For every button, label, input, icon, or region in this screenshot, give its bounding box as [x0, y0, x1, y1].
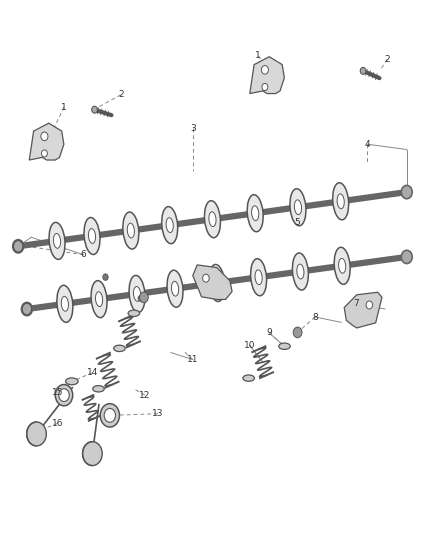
- Text: 10: 10: [244, 341, 255, 350]
- Ellipse shape: [13, 240, 23, 252]
- Ellipse shape: [82, 442, 102, 466]
- Polygon shape: [250, 56, 284, 94]
- Ellipse shape: [333, 183, 349, 220]
- Ellipse shape: [41, 132, 48, 141]
- Ellipse shape: [21, 302, 32, 316]
- Ellipse shape: [262, 83, 268, 91]
- Ellipse shape: [209, 264, 225, 302]
- Ellipse shape: [251, 259, 267, 296]
- Ellipse shape: [134, 287, 141, 301]
- Ellipse shape: [255, 270, 262, 285]
- Ellipse shape: [279, 343, 290, 350]
- Ellipse shape: [167, 270, 183, 307]
- Ellipse shape: [103, 274, 108, 280]
- Text: 16: 16: [52, 419, 63, 428]
- Text: 1: 1: [61, 102, 67, 111]
- Ellipse shape: [166, 218, 173, 232]
- Text: 6: 6: [81, 251, 87, 260]
- Ellipse shape: [27, 422, 46, 446]
- Ellipse shape: [123, 212, 139, 249]
- Ellipse shape: [360, 67, 366, 74]
- Text: 12: 12: [139, 391, 151, 400]
- Ellipse shape: [366, 301, 373, 309]
- Ellipse shape: [261, 66, 268, 74]
- Text: 5: 5: [295, 219, 300, 228]
- Ellipse shape: [129, 276, 145, 312]
- Text: 7: 7: [353, 299, 360, 308]
- Ellipse shape: [42, 150, 47, 157]
- Ellipse shape: [93, 385, 104, 392]
- Ellipse shape: [59, 389, 69, 401]
- Ellipse shape: [293, 253, 308, 290]
- Ellipse shape: [66, 378, 78, 385]
- Text: 15: 15: [52, 388, 63, 397]
- Text: 13: 13: [152, 409, 164, 418]
- Text: 3: 3: [190, 124, 196, 133]
- Ellipse shape: [243, 375, 254, 381]
- Ellipse shape: [100, 403, 120, 427]
- Text: 14: 14: [87, 368, 98, 377]
- Ellipse shape: [84, 217, 100, 255]
- Ellipse shape: [290, 189, 306, 226]
- Polygon shape: [344, 292, 382, 328]
- Ellipse shape: [138, 295, 143, 301]
- Ellipse shape: [92, 106, 97, 113]
- Text: 8: 8: [312, 312, 318, 321]
- Ellipse shape: [171, 281, 179, 296]
- Ellipse shape: [61, 296, 68, 311]
- Polygon shape: [193, 265, 232, 300]
- Ellipse shape: [334, 247, 350, 284]
- Text: 2: 2: [384, 55, 390, 63]
- Text: 9: 9: [266, 328, 272, 337]
- Ellipse shape: [339, 259, 346, 273]
- Ellipse shape: [128, 310, 140, 317]
- Ellipse shape: [293, 327, 302, 338]
- Ellipse shape: [57, 285, 73, 322]
- Ellipse shape: [114, 345, 125, 352]
- Polygon shape: [29, 123, 64, 160]
- Ellipse shape: [91, 280, 107, 318]
- Ellipse shape: [53, 233, 60, 248]
- Ellipse shape: [203, 274, 209, 282]
- Ellipse shape: [247, 195, 263, 232]
- Ellipse shape: [401, 251, 412, 264]
- Ellipse shape: [127, 223, 134, 238]
- Text: 11: 11: [187, 355, 198, 364]
- Ellipse shape: [162, 207, 178, 244]
- Ellipse shape: [95, 292, 102, 306]
- Ellipse shape: [205, 200, 220, 238]
- Text: 2: 2: [118, 90, 124, 99]
- Ellipse shape: [13, 240, 24, 253]
- Ellipse shape: [140, 292, 148, 303]
- Ellipse shape: [22, 303, 32, 315]
- Text: 4: 4: [365, 140, 370, 149]
- Ellipse shape: [294, 200, 301, 215]
- Ellipse shape: [49, 222, 65, 260]
- Ellipse shape: [88, 229, 95, 244]
- Ellipse shape: [213, 276, 220, 290]
- Ellipse shape: [297, 264, 304, 279]
- Ellipse shape: [251, 206, 259, 221]
- Ellipse shape: [55, 384, 73, 406]
- Ellipse shape: [337, 194, 344, 209]
- Ellipse shape: [401, 185, 412, 199]
- Ellipse shape: [104, 408, 116, 422]
- Text: 1: 1: [255, 52, 261, 60]
- Ellipse shape: [209, 212, 216, 227]
